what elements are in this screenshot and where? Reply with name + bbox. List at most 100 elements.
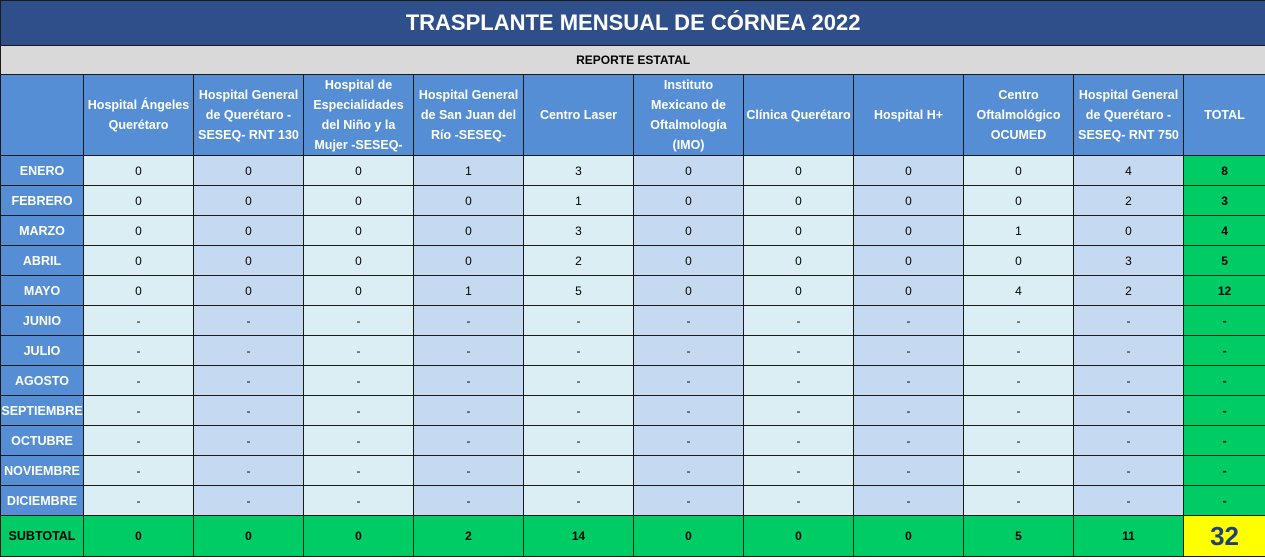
grand-total-cell: 32 [1182, 515, 1265, 557]
table-cell: - [743, 455, 854, 486]
table-cell: - [193, 365, 304, 396]
row-total-cell: - [1182, 395, 1265, 426]
row-total-cell: 5 [1182, 245, 1265, 276]
table-cell: - [303, 365, 414, 396]
table-cell: 0 [413, 185, 524, 216]
row-total-cell: - [1182, 335, 1265, 366]
table-cell: - [193, 485, 304, 516]
table-cell: - [743, 305, 854, 336]
table-cell: - [413, 395, 524, 426]
table-cell: - [83, 365, 194, 396]
month-label: OCTUBRE [0, 425, 84, 456]
table-cell: - [963, 485, 1074, 516]
table-cell: - [633, 305, 744, 336]
month-label: NOVIEMBRE [0, 455, 84, 486]
table-row: MARZO 0 0 0 0 3 0 0 0 1 0 4 [0, 215, 1265, 246]
row-total-cell: 3 [1182, 185, 1265, 216]
subtotal-cell: 2 [413, 515, 524, 557]
table-cell: - [633, 455, 744, 486]
table-cell: 0 [83, 155, 194, 186]
column-header: Centro Laser [523, 74, 634, 156]
table-cell: 0 [853, 275, 964, 306]
table-cell: 0 [303, 275, 414, 306]
table-cell: - [193, 425, 304, 456]
table-cell: - [193, 335, 304, 366]
table-cell: - [1073, 425, 1184, 456]
table-cell: 0 [193, 155, 304, 186]
subtotal-row: SUBTOTAL 0 0 0 2 14 0 0 0 5 11 32 [0, 515, 1265, 557]
subtotal-cell: 0 [193, 515, 304, 557]
table-cell: - [303, 395, 414, 426]
column-header: Hospital H+ [853, 74, 964, 156]
month-label: SEPTIEMBRE [0, 395, 84, 426]
table-cell: - [633, 425, 744, 456]
table-cell: 0 [743, 215, 854, 246]
subtotal-label: SUBTOTAL [0, 515, 84, 557]
table-cell: 0 [83, 185, 194, 216]
total-column-header: TOTAL [1182, 74, 1265, 156]
table-cell: - [523, 425, 634, 456]
table-cell: 0 [193, 245, 304, 276]
table-cell: 1 [413, 275, 524, 306]
table-cell: - [963, 395, 1074, 426]
table-cell: - [83, 305, 194, 336]
table-cell: 0 [193, 275, 304, 306]
column-header: Clínica Querétaro [743, 74, 854, 156]
column-header: Hospital Ángeles Querétaro [83, 74, 194, 156]
table-cell: - [1073, 455, 1184, 486]
table-cell: - [83, 335, 194, 366]
table-body: ENERO 0 0 0 1 3 0 0 0 0 4 8 FEBRERO 0 0 0 0 1 0 0 0 0 2 3 MARZO 0… [0, 155, 1265, 516]
subtotal-cell: 11 [1073, 515, 1184, 557]
table-cell: - [853, 485, 964, 516]
table-cell: 0 [853, 215, 964, 246]
month-label: JUNIO [0, 305, 84, 336]
table-cell: 0 [303, 185, 414, 216]
column-header: Hospital de Especialidades del Niño y la… [303, 74, 414, 156]
column-header: Hospital General de San Juan del Río -SE… [413, 74, 524, 156]
table-cell: - [963, 365, 1074, 396]
table-cell: - [83, 395, 194, 426]
table-cell: - [523, 305, 634, 336]
table-cell: - [523, 485, 634, 516]
row-total-cell: - [1182, 485, 1265, 516]
table-cell: 0 [1073, 215, 1184, 246]
table-cell: - [413, 485, 524, 516]
table-cell: 0 [83, 245, 194, 276]
table-cell: 0 [413, 215, 524, 246]
table-cell: 0 [853, 155, 964, 186]
table-cell: 4 [963, 275, 1074, 306]
page-title: TRASPLANTE MENSUAL DE CÓRNEA 2022 [0, 0, 1265, 46]
column-header: Hospital General de Querétaro - SESEQ- R… [193, 74, 304, 156]
table-cell: - [83, 485, 194, 516]
table-cell: - [413, 425, 524, 456]
row-total-cell: - [1182, 305, 1265, 336]
table-cell: - [853, 455, 964, 486]
table-cell: - [303, 305, 414, 336]
table-cell: - [743, 365, 854, 396]
table-cell: 0 [633, 215, 744, 246]
table-cell: - [743, 395, 854, 426]
table-cell: - [743, 485, 854, 516]
table-cell: - [1073, 365, 1184, 396]
table-row: DICIEMBRE - - - - - - - - - - - [0, 485, 1265, 516]
table-cell: - [853, 305, 964, 336]
table-cell: - [743, 335, 854, 366]
month-label: MARZO [0, 215, 84, 246]
table-cell: 5 [523, 275, 634, 306]
table-cell: 0 [83, 215, 194, 246]
table-cell: 3 [523, 215, 634, 246]
row-total-cell: 12 [1182, 275, 1265, 306]
table-cell: 0 [193, 215, 304, 246]
table-cell: - [413, 455, 524, 486]
subtotal-cell: 0 [83, 515, 194, 557]
table-cell: 3 [1073, 245, 1184, 276]
row-total-cell: - [1182, 365, 1265, 396]
month-label: FEBRERO [0, 185, 84, 216]
table-cell: - [633, 395, 744, 426]
table-cell: 0 [853, 245, 964, 276]
column-header: Hospital General de Querétaro - SESEQ- R… [1073, 74, 1184, 156]
table-cell: 0 [83, 275, 194, 306]
table-cell: - [193, 305, 304, 336]
table-row: MAYO 0 0 0 1 5 0 0 0 4 2 12 [0, 275, 1265, 306]
table-cell: 0 [963, 155, 1074, 186]
